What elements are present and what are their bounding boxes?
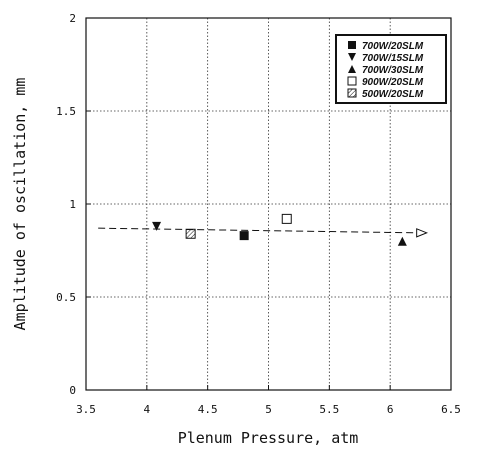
y-tick-label: 2 [69,12,76,25]
legend-marker-hatched-square [347,88,357,98]
legend-entry-label: 900W/20SLM [362,77,424,88]
x-tick-label: 5.5 [319,403,339,416]
trend-line-arrow [416,228,429,238]
x-tick-label: 5 [265,403,272,416]
legend-entry-label: 700W/15SLM [362,53,424,64]
legend-entry-label: 700W/30SLM [362,65,424,76]
legend-marker-filled-triangle-down [348,53,356,61]
y-tick-label: 1 [69,198,76,211]
legend-entry-label: 500W/20SLM [362,89,424,100]
x-tick-label: 4.5 [198,403,218,416]
y-tick-label: 0.5 [56,291,76,304]
legend-marker-filled-square [348,41,356,49]
x-tick-label: 6.5 [441,403,461,416]
grid-lines [86,18,451,390]
x-axis-ticks: 3.5 4 4.5 5 5.5 6 6.5 [76,385,461,416]
x-tick-label: 4 [144,403,151,416]
y-axis-label: Amplitude of oscillation, mm [11,78,29,331]
y-tick-label: 0 [69,384,76,397]
x-tick-label: 3.5 [76,403,96,416]
legend-marker-open-square [347,76,357,86]
x-axis-label: Plenum Pressure, atm [178,429,359,447]
x-tick-label: 6 [387,403,394,416]
legend: 700W/20SLM700W/15SLM700W/30SLM900W/20SLM… [335,34,447,104]
legend-marker-filled-triangle-up [348,65,356,73]
y-axis-ticks: 0 0.5 1 1.5 2 [56,12,91,397]
y-tick-label: 1.5 [56,105,76,118]
data-point-filled-square [239,231,249,241]
data-point-hatched-square [185,228,196,239]
data-points [152,213,407,246]
data-point-filled-triangle-up [397,236,407,246]
data-point-filled-triangle-down [152,221,162,231]
legend-entry-label: 700W/20SLM [362,41,424,52]
data-point-open-square [281,213,292,224]
trend-line [98,227,417,234]
